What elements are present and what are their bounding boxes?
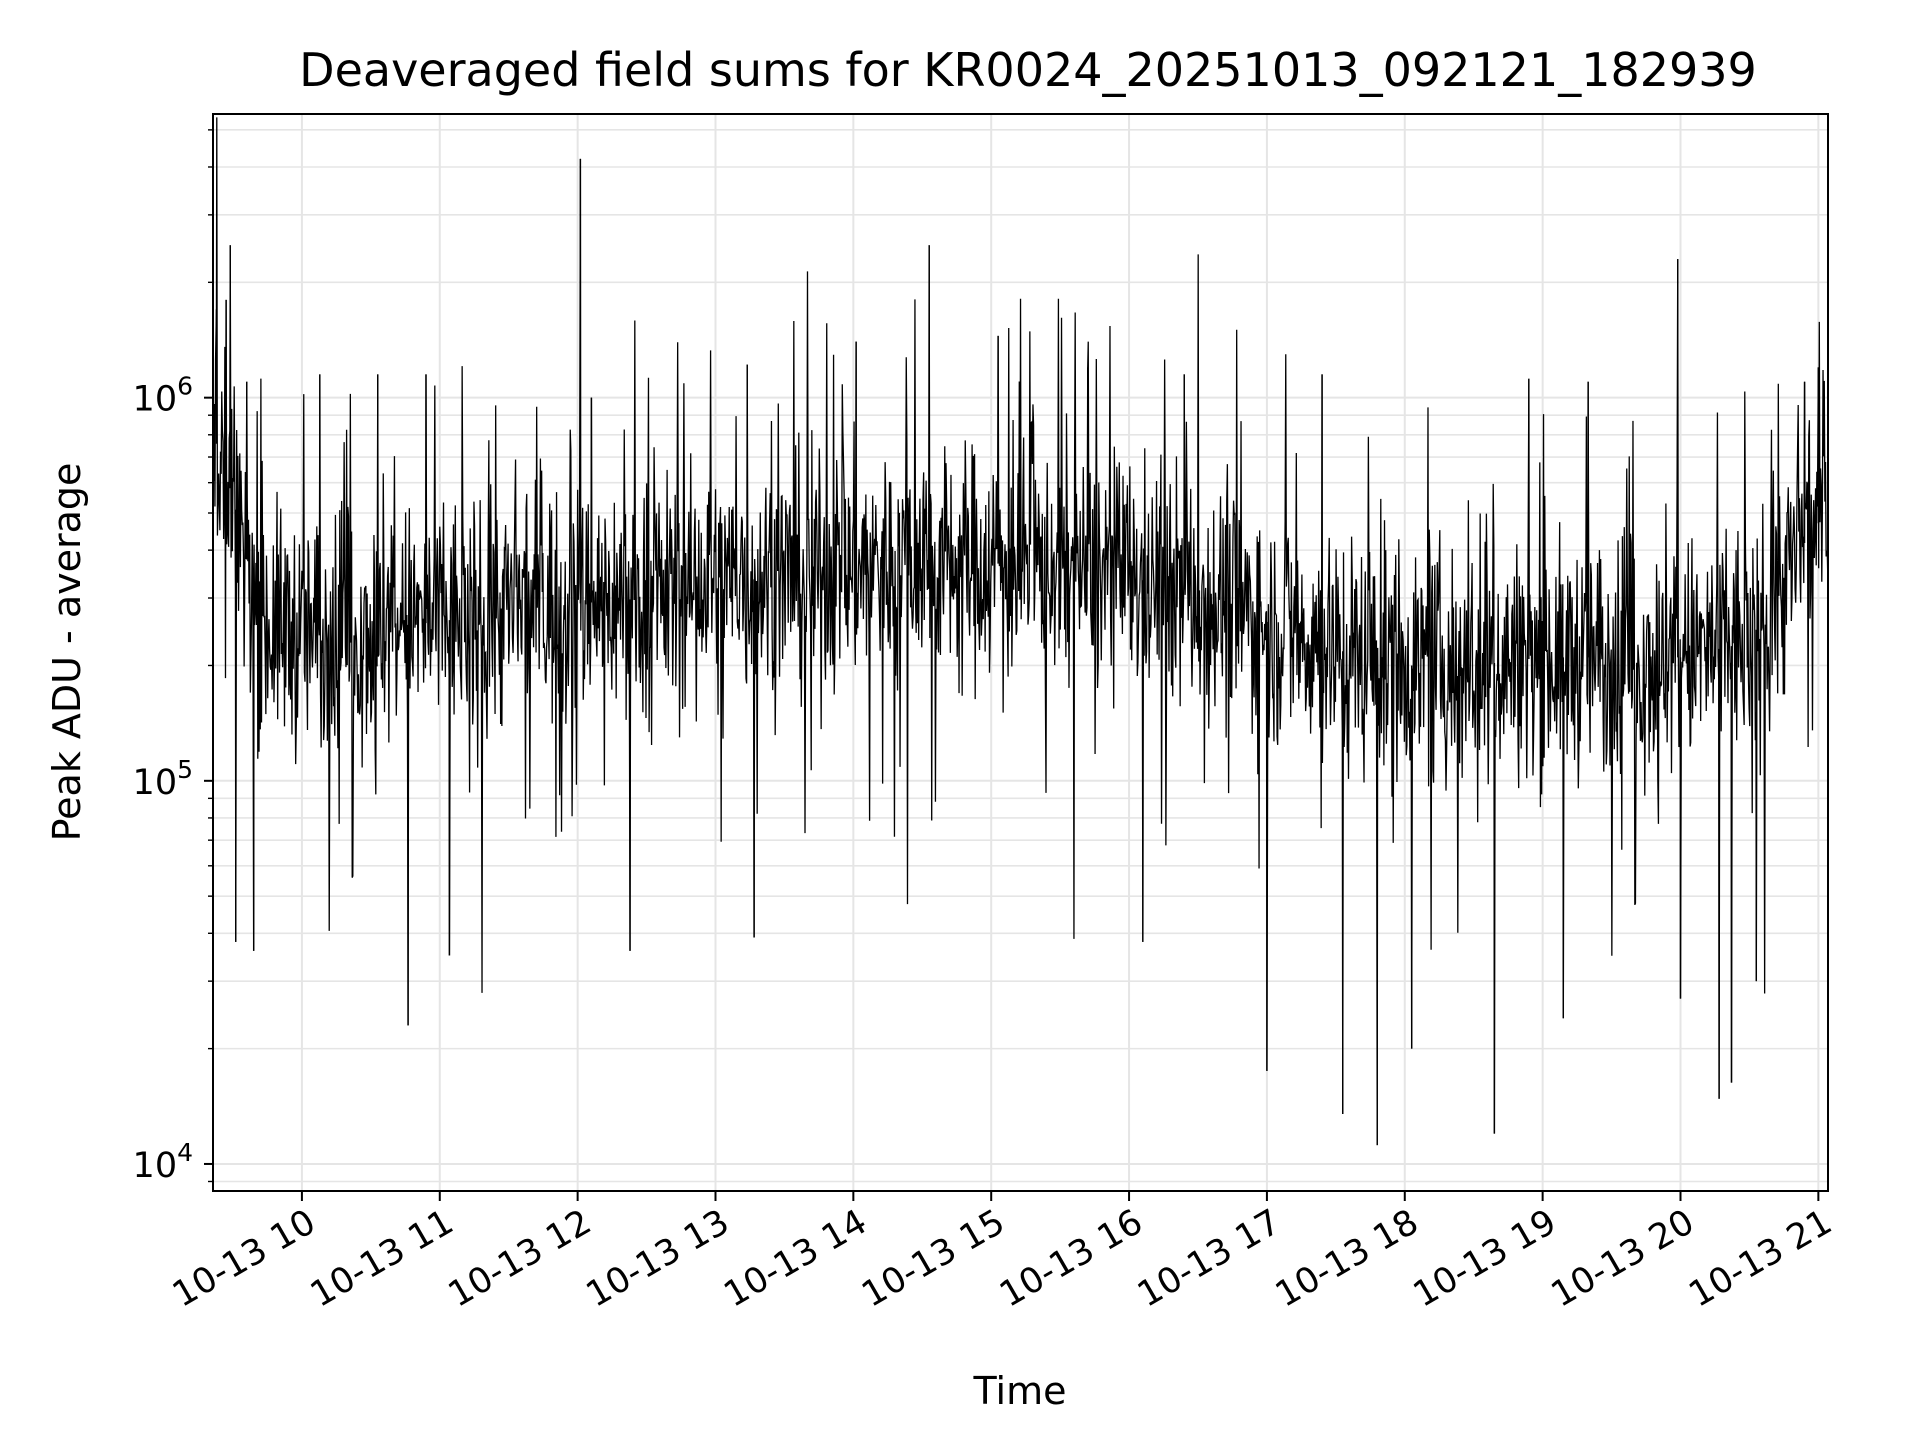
x-tick-label: 10-13 21: [1683, 1202, 1839, 1315]
x-tick-label: 10-13 14: [718, 1202, 874, 1315]
y-tick-exponent: 4: [177, 1138, 193, 1167]
y-tick-base: 10: [133, 380, 178, 420]
grid-lines: [213, 114, 1828, 1191]
x-tick-label: 10-13 12: [442, 1202, 598, 1315]
y-tick-exponent: 5: [177, 755, 193, 784]
x-tick-label: 10-13 18: [1269, 1202, 1425, 1315]
series-line: [213, 117, 1829, 1146]
x-tick-label: 10-13 11: [304, 1202, 460, 1315]
x-axis-label: Time: [973, 1369, 1067, 1413]
y-tick-exponent: 6: [177, 372, 193, 401]
y-tick-base: 10: [133, 1146, 178, 1186]
y-tick-label: 105: [133, 755, 193, 803]
x-tick-label: 10-13 15: [855, 1202, 1011, 1315]
chart-title: Deaveraged field sums for KR0024_2025101…: [299, 43, 1757, 97]
y-tick-label: 104: [133, 1138, 193, 1186]
x-tick-label: 10-13 19: [1407, 1202, 1563, 1315]
x-tick-label: 10-13 10: [166, 1202, 322, 1315]
x-tick-label: 10-13 13: [580, 1202, 736, 1315]
x-tick-label: 10-13 16: [993, 1202, 1149, 1315]
data-series: [213, 117, 1829, 1146]
y-tick-base: 10: [133, 763, 178, 803]
x-tick-label: 10-13 20: [1545, 1202, 1701, 1315]
plot-frame: [212, 113, 1829, 1192]
x-tick-label: 10-13 17: [1131, 1202, 1287, 1315]
y-axis-label: Peak ADU - average: [45, 463, 89, 842]
y-tick-label: 106: [133, 372, 193, 420]
